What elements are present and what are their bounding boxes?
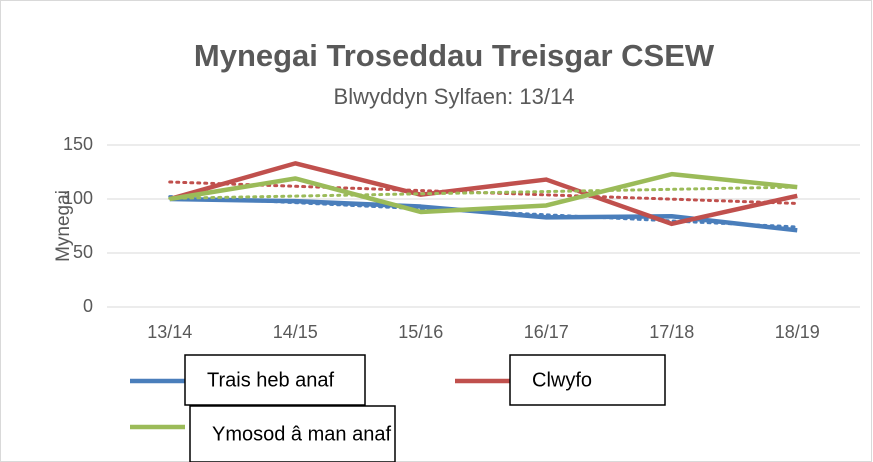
y-tick-label: 0 [83, 296, 93, 316]
legend-label: Ymosod â man anaf [212, 423, 391, 445]
legend-box [184, 354, 366, 406]
x-tick-label: 13/14 [147, 322, 192, 342]
y-tick-label: 150 [63, 134, 93, 154]
chart-subtitle: Blwyddyn Sylfaen: 13/14 [334, 84, 575, 109]
legend-box [189, 405, 396, 462]
x-tick-label: 14/15 [273, 322, 318, 342]
legend-label: Trais heb anaf [207, 369, 335, 391]
x-tick-label: 16/17 [524, 322, 569, 342]
series-line [169, 161, 798, 227]
legend-box [509, 354, 666, 406]
legend-label: Clwyfo [532, 369, 592, 391]
trendline [168, 185, 799, 200]
y-tick-label: 50 [73, 242, 93, 262]
y-axis-label: Mynegai [53, 190, 74, 262]
x-tick-label: 15/16 [398, 322, 443, 342]
x-tick-label: 18/19 [775, 322, 820, 342]
chart-title: Mynegai Troseddau Treisgar CSEW [194, 38, 715, 73]
y-tick-label: 100 [63, 188, 93, 208]
x-tick-label: 17/18 [649, 322, 694, 342]
series-line [169, 171, 798, 215]
